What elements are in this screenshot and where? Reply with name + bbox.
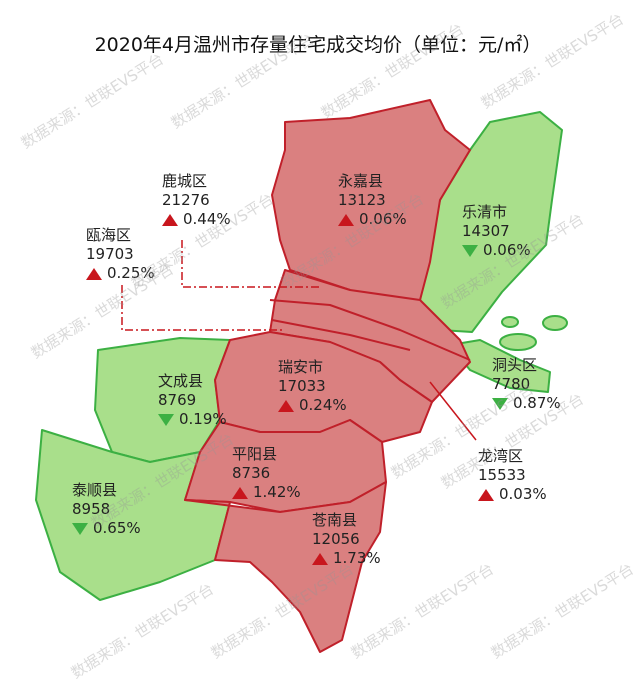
- district-change: 0.25%: [107, 264, 155, 282]
- district-name: 鹿城区: [162, 172, 208, 190]
- district-label-wencheng: 文成县 8769 0.19%: [158, 372, 227, 429]
- district-price: 8736: [232, 464, 271, 482]
- up-triangle-icon: [478, 488, 494, 501]
- district-name: 文成县: [158, 372, 204, 390]
- region-dongtou-island: [542, 315, 568, 331]
- district-border: [269, 299, 471, 361]
- lucheng-leader-line: [181, 240, 320, 288]
- district-change: 1.42%: [253, 483, 301, 501]
- district-label-dongtou: 洞头区 7780 0.87%: [492, 356, 561, 413]
- down-triangle-icon: [158, 413, 174, 426]
- district-label-cangnan: 苍南县 12056 1.73%: [312, 511, 381, 568]
- district-name: 洞头区: [492, 356, 538, 374]
- district-name: 苍南县: [312, 511, 358, 529]
- longwan-leader-line: [429, 381, 477, 441]
- district-name: 平阳县: [232, 445, 278, 463]
- up-triangle-icon: [338, 213, 354, 226]
- district-change: 0.03%: [499, 485, 547, 503]
- district-name: 泰顺县: [72, 481, 118, 499]
- down-triangle-icon: [72, 522, 88, 535]
- up-triangle-icon: [232, 486, 248, 499]
- district-label-yueqing: 乐清市 14307 0.06%: [462, 203, 531, 260]
- district-price: 7780: [492, 375, 531, 393]
- down-triangle-icon: [462, 244, 478, 257]
- district-change: 0.19%: [179, 410, 227, 428]
- region-dongtou-island: [499, 333, 537, 351]
- district-price: 15533: [478, 466, 526, 484]
- map-title: 2020年4月温州市存量住宅成交均价（单位：元/㎡）: [94, 34, 542, 56]
- district-border: [271, 319, 411, 351]
- district-label-pingyang: 平阳县 8736 1.42%: [232, 445, 301, 502]
- district-change: 1.73%: [333, 549, 381, 567]
- up-triangle-icon: [312, 552, 328, 565]
- district-price: 19703: [86, 245, 134, 263]
- region-dongtou-island: [501, 316, 519, 328]
- district-name: 瓯海区: [86, 226, 132, 244]
- up-triangle-icon: [162, 213, 178, 226]
- up-triangle-icon: [278, 399, 294, 412]
- district-label-lucheng: 鹿城区 21276 0.44%: [162, 172, 231, 229]
- district-name: 永嘉县: [338, 172, 384, 190]
- district-label-taishun: 泰顺县 8958 0.65%: [72, 481, 141, 538]
- up-triangle-icon: [86, 267, 102, 280]
- district-price: 13123: [338, 191, 386, 209]
- down-triangle-icon: [492, 397, 508, 410]
- district-name: 龙湾区: [478, 447, 524, 465]
- district-name: 瑞安市: [278, 358, 324, 376]
- district-change: 0.65%: [93, 519, 141, 537]
- ouhai-leader-line: [121, 285, 285, 331]
- district-change: 0.87%: [513, 394, 561, 412]
- district-change: 0.24%: [299, 396, 347, 414]
- district-label-ouhai: 瓯海区 19703 0.25%: [86, 226, 155, 283]
- district-label-longwan: 龙湾区 15533 0.03%: [478, 447, 547, 504]
- district-change: 0.06%: [483, 241, 531, 259]
- district-price: 8769: [158, 391, 197, 409]
- region-dongtou: [449, 339, 551, 393]
- district-price: 12056: [312, 530, 360, 548]
- district-label-yongjia: 永嘉县 13123 0.06%: [338, 172, 407, 229]
- region-cangnan: [184, 481, 387, 653]
- district-price: 17033: [278, 377, 326, 395]
- district-label-ruian: 瑞安市 17033 0.24%: [278, 358, 347, 415]
- district-change: 0.06%: [359, 210, 407, 228]
- district-price: 14307: [462, 222, 510, 240]
- district-price: 8958: [72, 500, 111, 518]
- district-name: 乐清市: [462, 203, 508, 221]
- district-price: 21276: [162, 191, 210, 209]
- district-change: 0.44%: [183, 210, 231, 228]
